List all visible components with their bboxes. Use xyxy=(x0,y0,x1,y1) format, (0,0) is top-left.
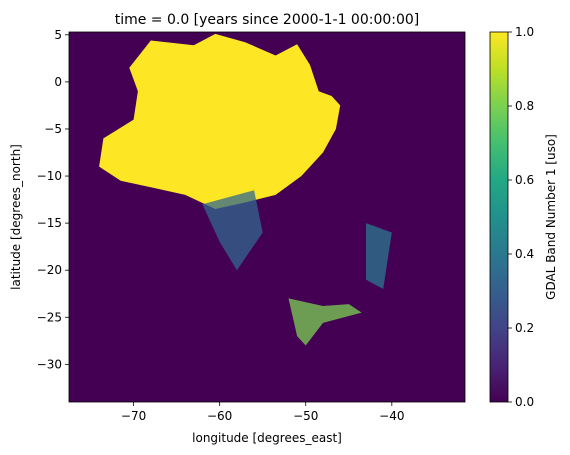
colorbar-label: GDAL Band Number 1 [uso] xyxy=(544,134,558,300)
y-tick-label: −25 xyxy=(37,310,62,324)
colorbar-tick-label: 0.0 xyxy=(515,395,534,409)
colorbar: 0.0 0.2 0.4 0.6 0.8 1.0 GDAL Band Number 1 [u… xyxy=(489,25,558,409)
x-axis: −70 −60 −50 −40 xyxy=(121,402,404,423)
colorbar-ticks: 0.0 0.2 0.4 0.6 0.8 1.0 xyxy=(508,25,534,409)
chart-title: time = 0.0 [years since 2000-1-1 00:00:0… xyxy=(115,12,420,28)
y-tick-label: 5 xyxy=(54,28,62,42)
medium-value-regions xyxy=(202,190,392,346)
y-tick-label: −10 xyxy=(37,169,62,183)
colorbar-tick-label: 0.6 xyxy=(515,173,534,187)
x-tick-label: −70 xyxy=(121,409,146,423)
medium-value-region xyxy=(366,223,392,289)
y-axis-label: latitude [degrees_north] xyxy=(9,144,23,290)
y-tick-label: 0 xyxy=(54,75,62,89)
y-tick-label: −15 xyxy=(37,216,62,230)
x-tick-label: −40 xyxy=(379,409,404,423)
plot-frame xyxy=(68,31,466,403)
y-tick-label: −30 xyxy=(37,357,62,371)
colorbar-tick-label: 1.0 xyxy=(515,25,534,39)
medium-value-region xyxy=(288,298,362,346)
x-axis-label: longitude [degrees_east] xyxy=(192,431,342,445)
medium-value-region xyxy=(202,190,263,271)
y-tick-label: −20 xyxy=(37,263,62,277)
x-tick-label: −50 xyxy=(293,409,318,423)
y-tick-label: −5 xyxy=(44,122,62,136)
high-value-region xyxy=(99,33,341,210)
y-axis: 5 0 −5 −10 −15 −20 −25 −30 xyxy=(37,28,69,371)
colorbar-tick-label: 0.2 xyxy=(515,321,534,335)
colorbar-tick-label: 0.8 xyxy=(515,99,534,113)
plot-area xyxy=(68,31,466,403)
colorbar-gradient xyxy=(489,31,509,403)
x-tick-label: −60 xyxy=(207,409,232,423)
colorbar-tick-label: 0.4 xyxy=(515,247,534,261)
